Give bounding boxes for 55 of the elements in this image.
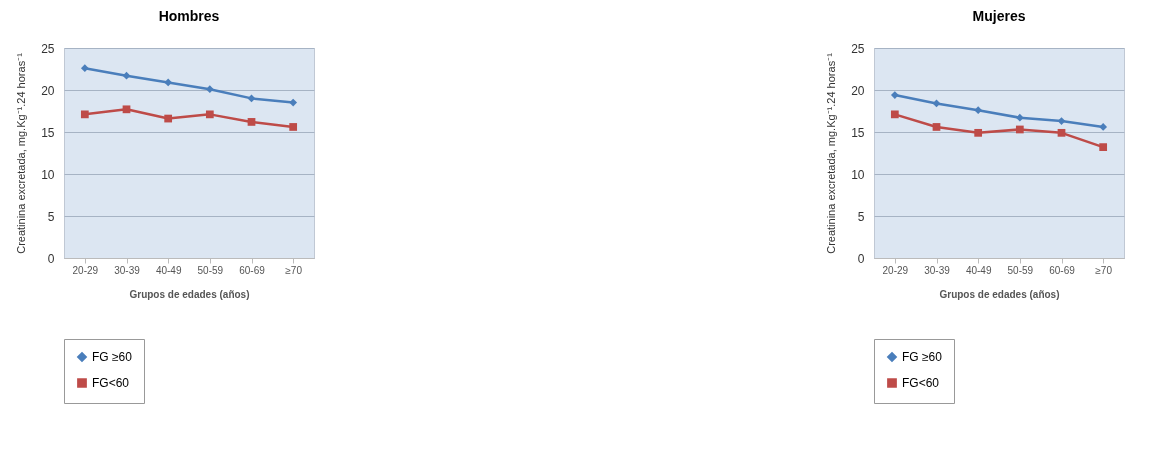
x-tick-label: 50-59 — [1007, 264, 1034, 276]
point — [164, 114, 173, 123]
point — [205, 110, 214, 119]
y-tick-label: 20 — [41, 83, 55, 98]
chart-title: Mujeres — [972, 8, 1026, 24]
point — [122, 71, 131, 80]
y-tick-label: 20 — [851, 83, 865, 98]
x-tick-label: 60-69 — [239, 264, 266, 276]
y-tick-label: 10 — [851, 167, 865, 182]
y-tick-label: 15 — [851, 125, 865, 140]
x-tick-label: 40-49 — [965, 264, 992, 276]
x-tick-label: 50-59 — [197, 264, 224, 276]
point — [890, 110, 899, 119]
x-tick-label: 20-29 — [72, 264, 99, 276]
point — [122, 105, 131, 114]
y-tick-label: 0 — [857, 251, 865, 266]
x-tick-label: 40-49 — [155, 264, 182, 276]
y-tick-label: 0 — [47, 251, 55, 266]
point — [890, 91, 899, 99]
point — [1099, 123, 1108, 131]
point — [1057, 128, 1066, 137]
point — [289, 98, 298, 107]
y-tick-label: 5 — [47, 209, 55, 224]
y-tick-label: 10 — [41, 167, 55, 182]
chart-title: Hombres — [158, 8, 220, 24]
y-axis-title: Creatinina excretada, mg.Kg⁻¹.24 horas⁻¹ — [825, 52, 838, 254]
y-tick-label: 5 — [857, 209, 865, 224]
point — [247, 118, 256, 126]
legend-label: FG<60 — [92, 376, 130, 390]
x-tick-label: 20-29 — [882, 264, 909, 276]
point — [80, 110, 89, 119]
point — [1015, 113, 1024, 122]
point — [932, 123, 941, 131]
x-tick-label: 60-69 — [1049, 264, 1076, 276]
x-tick-label: 30-39 — [114, 264, 141, 276]
point — [1099, 143, 1108, 151]
y-axis-title: Creatinina excretada, mg.Kg⁻¹.24 horas⁻¹ — [15, 52, 28, 254]
y-tick-label: 25 — [851, 41, 865, 56]
point — [1057, 117, 1066, 125]
x-tick-label: ≥70 — [1095, 264, 1113, 276]
y-tick-label: 15 — [41, 125, 55, 140]
point — [164, 78, 173, 87]
x-tick-label: 30-39 — [924, 264, 951, 276]
legend-label: FG ≥60 — [92, 350, 133, 364]
x-axis-title: Grupos de edades (años) — [129, 288, 250, 300]
point — [974, 106, 983, 115]
point — [1015, 125, 1024, 134]
x-tick-label: ≥70 — [285, 264, 303, 276]
point — [80, 64, 89, 73]
legend-label: FG ≥60 — [902, 350, 943, 364]
x-axis-title: Grupos de edades (años) — [939, 288, 1060, 300]
y-tick-label: 25 — [41, 41, 55, 56]
legend-label: FG<60 — [902, 376, 940, 390]
point — [289, 123, 298, 131]
point — [974, 128, 983, 137]
